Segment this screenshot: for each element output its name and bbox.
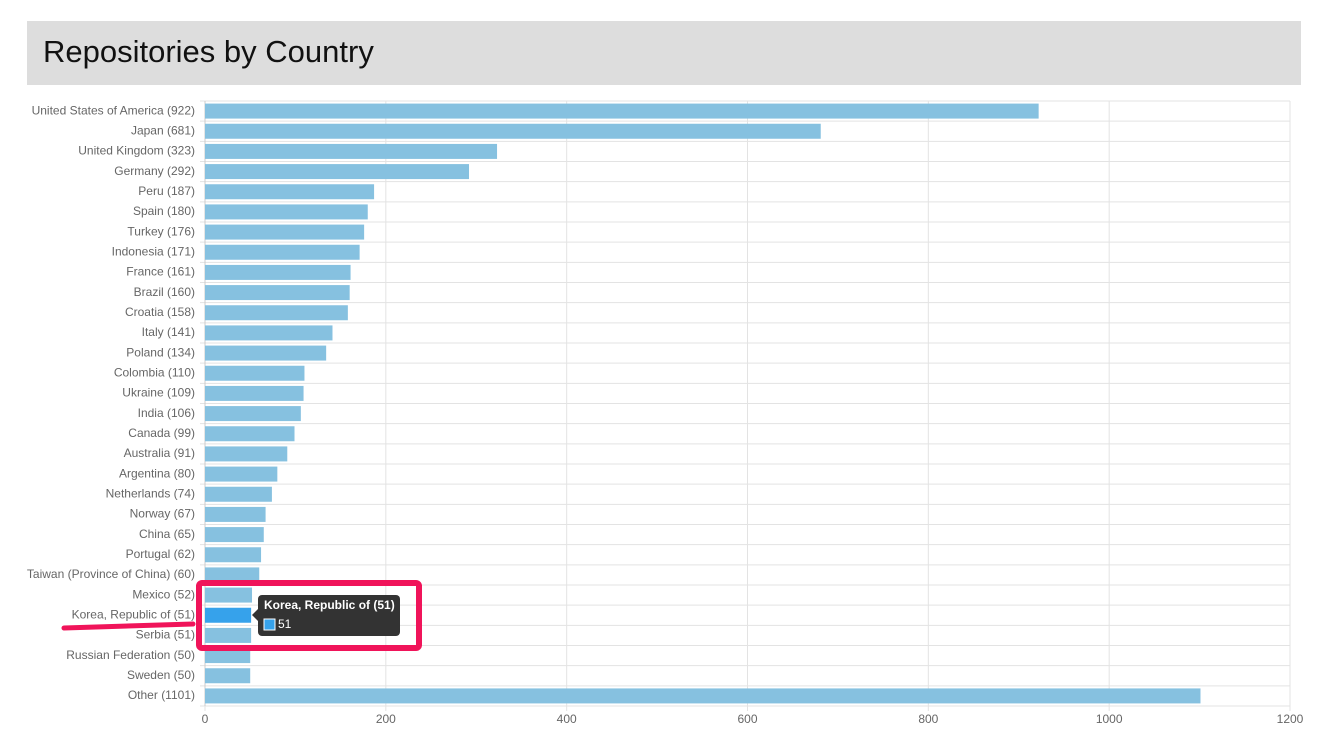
bar: [205, 103, 1039, 119]
highlight-box: [196, 580, 422, 651]
y-tick-label: Turkey (176): [127, 224, 195, 238]
bar: [205, 587, 253, 603]
y-tick-label: Argentina (80): [119, 466, 195, 480]
y-tick-label: United States of America (922): [32, 103, 195, 117]
y-tick-label: Peru (187): [138, 184, 195, 198]
y-tick-label: Poland (134): [126, 345, 195, 359]
highlight-underline: [61, 621, 196, 631]
bar: [205, 204, 368, 220]
bar: [205, 244, 360, 260]
bar: [205, 486, 272, 502]
bar: [205, 305, 348, 321]
bar: [205, 385, 304, 401]
bar: [205, 688, 1201, 704]
y-tick-label: Portugal (62): [126, 547, 195, 561]
bar: [205, 547, 262, 563]
bar: [205, 627, 252, 643]
y-tick-label: India (106): [138, 406, 195, 420]
y-tick-label: Taiwan (Province of China) (60): [27, 567, 195, 581]
bar: [205, 345, 327, 361]
y-tick-label: Canada (99): [128, 426, 195, 440]
y-tick-label: Italy (141): [142, 325, 195, 339]
bar: [205, 264, 351, 280]
y-tick-label: Spain (180): [133, 204, 195, 218]
y-tick-label: France (161): [126, 265, 195, 279]
bar: [205, 123, 821, 139]
y-tick-label: Ukraine (109): [122, 386, 195, 400]
chart-title: Repositories by Country: [43, 34, 374, 69]
y-tick-label: Japan (681): [131, 123, 195, 137]
bar: [205, 365, 305, 381]
x-tick-label: 200: [376, 712, 396, 726]
y-tick-label: Serbia (51): [136, 628, 195, 642]
x-tick-label: 800: [918, 712, 938, 726]
tooltip-box: [258, 595, 400, 636]
y-tick-label: Korea, Republic of (51): [72, 607, 195, 621]
y-tick-label: Other (1101): [128, 688, 195, 702]
x-tick-label: 1200: [1277, 712, 1304, 726]
y-tick-label: United Kingdom (323): [78, 144, 195, 158]
y-tick-label: Colombia (110): [114, 365, 195, 379]
bar: [205, 527, 264, 543]
y-tick-label: Russian Federation (50): [66, 648, 195, 662]
y-tick-label: Netherlands (74): [106, 486, 195, 500]
bar: [205, 446, 288, 462]
bar: [205, 506, 266, 522]
y-tick-label: Germany (292): [114, 164, 195, 178]
x-tick-label: 400: [557, 712, 577, 726]
y-tick-label: Croatia (158): [125, 305, 195, 319]
y-tick-label: Mexico (52): [132, 587, 195, 601]
bar: [205, 607, 252, 623]
bar: [205, 184, 375, 200]
bar: [205, 648, 251, 664]
tooltip: Korea, Republic of (51) 51: [252, 595, 400, 636]
bar: [205, 325, 333, 341]
y-tick-label: Indonesia (171): [112, 244, 195, 258]
x-tick-label: 1000: [1096, 712, 1123, 726]
x-tick-label: 0: [202, 712, 209, 726]
y-tick-label: Brazil (160): [134, 285, 195, 299]
tooltip-value: 51: [278, 617, 292, 631]
bar: [205, 285, 350, 301]
bar: [205, 466, 278, 482]
bar: [205, 567, 260, 583]
bar: [205, 668, 251, 684]
tooltip-arrow: [252, 609, 258, 621]
bar: [205, 164, 470, 180]
bar: [205, 143, 498, 159]
bar: [205, 426, 295, 442]
title-bar: [27, 21, 1301, 85]
bar: [205, 406, 301, 422]
tooltip-title: Korea, Republic of (51): [264, 598, 395, 612]
y-tick-label: Sweden (50): [127, 668, 195, 682]
y-tick-label: China (65): [139, 527, 195, 541]
x-tick-label: 600: [737, 712, 757, 726]
y-tick-label: Australia (91): [124, 446, 195, 460]
bar: [205, 224, 365, 240]
y-tick-label: Norway (67): [130, 507, 195, 521]
tooltip-swatch: [263, 618, 276, 631]
